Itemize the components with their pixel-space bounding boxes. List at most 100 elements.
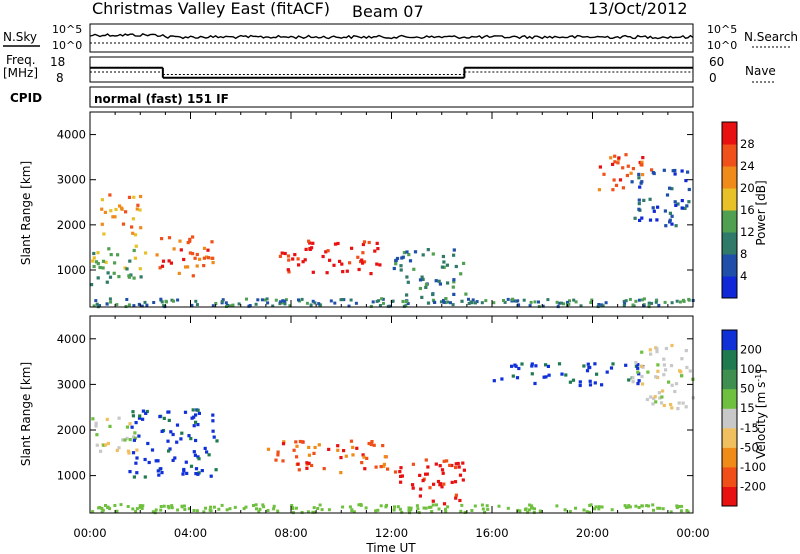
velocity-region-1-cell — [132, 475, 136, 479]
power-region-0-cell — [144, 251, 148, 255]
power-ground-cell — [474, 301, 477, 305]
velocity-ground-cell — [140, 507, 144, 510]
power-ground-cell — [622, 303, 626, 307]
cpid-label: CPID — [10, 91, 42, 105]
velocity-region-4-cell — [624, 363, 628, 367]
velocity-ground-cell — [348, 505, 352, 509]
velocity-ground-cell — [276, 509, 280, 513]
velocity-ground-cell — [359, 503, 363, 506]
power-ground-cell — [125, 298, 129, 301]
velocity-region-3-cell — [450, 463, 454, 468]
velocity-region-3-cell — [424, 472, 428, 476]
noise-right-label: N.Search — [744, 30, 798, 44]
velocity-region-2-cell — [374, 465, 378, 469]
velocity-region-4-cell — [637, 379, 641, 383]
power-region-4-cell — [437, 279, 441, 283]
velocity-region-4-cell — [530, 372, 534, 376]
velocity-region-0-cell — [123, 438, 127, 442]
power-region-4-cell — [405, 250, 409, 254]
power-ground-cell — [654, 299, 658, 302]
power-region-4-cell — [433, 300, 437, 304]
velocity-region-0-cell — [127, 451, 131, 455]
power-region-5-cell — [613, 154, 617, 158]
power-ground-cell — [559, 301, 563, 305]
power-ground-cell — [224, 301, 228, 305]
velocity-ground-cell — [480, 503, 484, 507]
power-region-3-cell — [336, 241, 340, 246]
power-region-4-cell — [392, 266, 396, 271]
velocity-ground-cell — [640, 504, 644, 508]
power-region-5-cell — [611, 162, 615, 166]
time-tick-label: 00:00 — [676, 526, 709, 540]
power-ground-cell — [172, 299, 175, 303]
power-region-2-cell — [179, 248, 183, 252]
velocity-ground-cell — [528, 503, 532, 507]
power-region-6-cell — [648, 218, 653, 222]
power-region-4-cell — [431, 252, 435, 256]
velocity-ground-cell — [634, 504, 638, 508]
velocity-colorbar-swatch — [722, 330, 737, 351]
velocity-region-3-cell — [442, 459, 446, 463]
power-ground-cell — [442, 298, 445, 302]
power-region-0-cell — [105, 280, 109, 284]
velocity-ground-cell — [396, 505, 400, 509]
power-ground-cell — [678, 300, 682, 304]
power-region-3-cell — [286, 268, 290, 272]
velocity-region-3-cell — [399, 474, 403, 478]
noise-sky-trace — [89, 32, 694, 40]
velocity-ground-cell — [244, 505, 248, 509]
power-region-1-cell — [127, 195, 132, 199]
power-region-4-cell — [441, 254, 445, 259]
velocity-region-4-cell — [500, 377, 504, 381]
velocity-region-0-cell — [135, 448, 139, 452]
power-ground-cell — [274, 298, 278, 302]
power-region-0-cell — [96, 251, 100, 255]
velocity-region-2-cell — [295, 455, 299, 459]
power-ground-cell — [248, 304, 252, 307]
velocity-ground-cell — [435, 503, 438, 507]
velocity-ground-cell — [295, 506, 298, 510]
power-region-3-cell — [325, 271, 329, 275]
power-colorbar-swatch — [722, 210, 737, 233]
power-ground-cell — [484, 299, 488, 303]
velocity-region-5-cell — [673, 389, 677, 394]
velocity-ground-cell — [255, 507, 258, 511]
velocity-region-3-cell — [458, 498, 462, 503]
velocity-region-1-cell — [194, 438, 198, 443]
velocity-ground-cell — [131, 507, 135, 511]
power-region-6-cell — [670, 187, 674, 191]
velocity-region-4-cell — [533, 381, 537, 386]
velocity-ground-cell — [126, 505, 130, 508]
power-region-0-cell — [92, 251, 96, 256]
velocity-region-1-cell — [150, 448, 155, 452]
velocity-region-1-cell — [194, 413, 198, 417]
velocity-region-3-cell — [399, 466, 403, 470]
velocity-region-3-cell — [445, 459, 449, 463]
power-region-2-cell — [188, 239, 192, 243]
velocity-region-2-cell — [355, 446, 359, 450]
velocity-ground-cell — [374, 509, 378, 513]
velocity-region-4-cell — [514, 364, 518, 368]
velocity-ground-cell — [98, 506, 102, 509]
velocity-ground-cell — [225, 508, 229, 512]
power-ground-cell — [311, 299, 315, 303]
date-title: 13/Oct/2012 — [588, 0, 688, 18]
velocity-ground-cell — [574, 506, 577, 510]
power-region-4-cell — [413, 250, 418, 254]
nave-label: Nave — [745, 64, 776, 78]
power-region-4-cell — [434, 279, 438, 283]
velocity-region-1-cell — [171, 458, 175, 462]
power-region-5-cell — [641, 173, 645, 177]
velocity-region-1-cell — [128, 470, 132, 474]
velocity-ground-cell — [585, 510, 589, 514]
power-region-0-cell — [91, 259, 95, 263]
velocity-region-2-cell — [300, 440, 304, 444]
velocity-region-4-cell — [585, 369, 590, 373]
velocity-region-1-cell — [147, 460, 151, 465]
velocity-region-3-cell — [398, 470, 402, 474]
power-colorbar-swatch — [722, 144, 737, 167]
velocity-region-1-cell — [200, 469, 204, 473]
velocity-region-4-cell — [517, 366, 521, 371]
velocity-region-3-cell — [431, 499, 435, 503]
power-ground-cell — [288, 304, 292, 308]
